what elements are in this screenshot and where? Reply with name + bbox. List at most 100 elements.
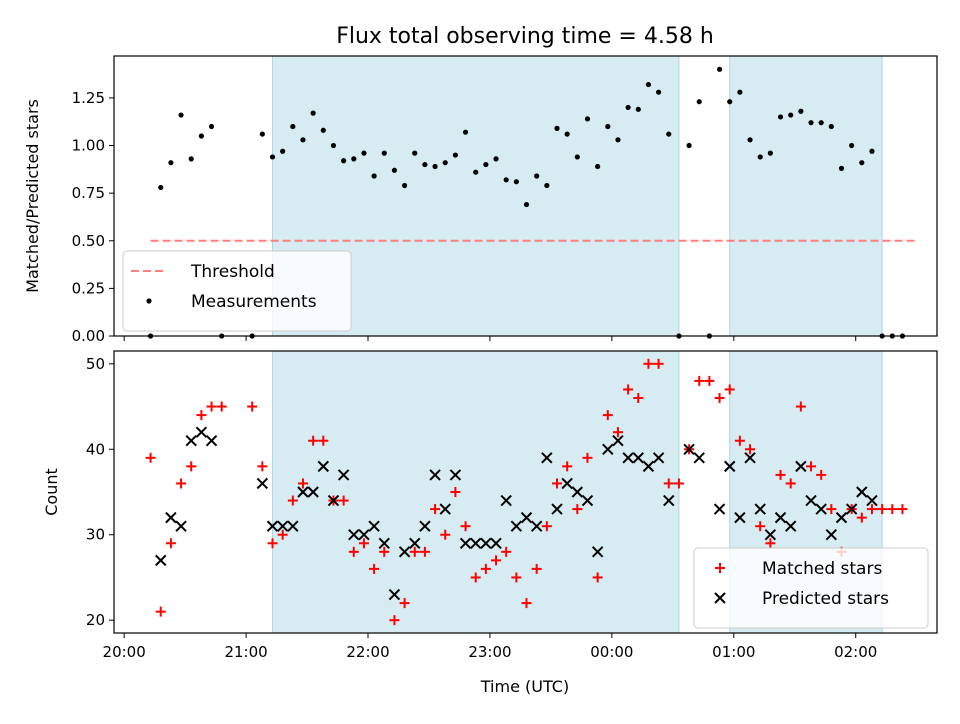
predicted-point [155, 554, 167, 567]
matched-point [816, 469, 827, 480]
predicted-point-stroke [337, 469, 350, 481]
predicted-point-stroke [764, 529, 777, 541]
predicted-point [845, 503, 858, 515]
measurement-point [686, 142, 692, 149]
legend-handle-dot [146, 298, 152, 304]
predicted-point-stroke [835, 511, 848, 524]
predicted-point-stroke [663, 494, 675, 507]
matched-point [541, 521, 552, 532]
x-tick-label: 20:00 [103, 643, 146, 661]
predicted-point [175, 520, 187, 532]
matched-point [826, 504, 837, 515]
ratio-x-ticks [123, 336, 857, 341]
predicted-point-stroke [845, 503, 858, 515]
predicted-point [652, 452, 665, 464]
measurement-point [198, 133, 204, 139]
predicted-point [317, 460, 330, 473]
matched-point [196, 410, 207, 421]
measurement-point [178, 112, 184, 118]
predicted-point [581, 494, 594, 507]
matched-point [592, 572, 603, 583]
ratio-series [147, 66, 917, 339]
matched-point [551, 478, 562, 489]
predicted-point [795, 460, 807, 473]
predicted-point-stroke [581, 494, 594, 507]
measurement-point [716, 66, 723, 72]
predicted-point-stroke [287, 520, 299, 532]
measurement-point [808, 120, 814, 126]
matched-point [724, 384, 735, 395]
matched-point [511, 572, 522, 583]
count-axes-frame [113, 350, 938, 634]
ratio-shaded-intervals [272, 55, 883, 337]
measurement-point [473, 169, 479, 175]
predicted-point-stroke [470, 537, 482, 549]
predicted-point [551, 503, 563, 515]
matched-point [643, 358, 654, 369]
predicted-point-stroke [795, 460, 807, 473]
matched-point [856, 512, 867, 523]
matched-point [267, 538, 278, 549]
matched-point [297, 478, 308, 489]
measurement-point [280, 148, 286, 154]
matched-point [216, 401, 227, 412]
measurement-point [310, 110, 316, 116]
matched-point [795, 401, 806, 412]
predicted-point-stroke [652, 452, 665, 464]
measurement-point [168, 160, 174, 166]
predicted-point-stroke [378, 537, 390, 549]
measurement-point [259, 131, 265, 137]
predicted-point [591, 546, 604, 558]
legend-handle-plus [715, 563, 725, 573]
predicted-point [287, 520, 299, 532]
predicted-point-stroke [825, 529, 838, 541]
predicted-point [398, 546, 411, 558]
predicted-point [571, 486, 584, 498]
predicted-point [561, 477, 573, 490]
measurement-point [452, 152, 458, 158]
y-tick-label: 20 [86, 611, 105, 629]
matched-point [247, 401, 258, 412]
measurement-point [635, 106, 641, 112]
predicted-point [612, 435, 624, 447]
predicted-point [337, 469, 350, 481]
measurement-point [605, 123, 611, 130]
matched-point [186, 461, 197, 472]
measurement-point [666, 131, 672, 137]
predicted-point [856, 486, 868, 498]
x-tick-label: 02:00 [834, 643, 877, 661]
predicted-point [632, 452, 644, 464]
measurement-point [493, 156, 499, 162]
predicted-point-stroke [642, 460, 655, 473]
measurement-point [290, 123, 296, 130]
predicted-point-stroke [195, 426, 208, 438]
predicted-point-stroke [490, 537, 502, 549]
measurement-point [777, 114, 784, 120]
y-tick-label: 1.00 [72, 137, 105, 155]
predicted-point [734, 511, 746, 524]
matched-point [155, 606, 166, 617]
count-y-ticks: 20 30 40 50 [86, 355, 114, 629]
measurement-point [625, 104, 631, 111]
predicted-point [358, 529, 370, 541]
measurement-point [757, 154, 763, 160]
predicted-point [297, 486, 309, 498]
measurement-point [300, 137, 306, 143]
measurement-point [401, 182, 408, 189]
predicted-point [388, 588, 401, 601]
measurement-point [818, 120, 824, 126]
matched-point [582, 452, 593, 463]
predicted-point [470, 537, 482, 549]
predicted-point [500, 494, 512, 507]
predicted-point [774, 511, 787, 524]
matched-point [602, 410, 613, 421]
matched-point [562, 461, 573, 472]
measurement-point [554, 125, 560, 131]
predicted-point-stroke [358, 529, 370, 541]
count-y-axis-label: Count [42, 468, 61, 516]
predicted-point [307, 486, 319, 498]
predicted-point [378, 537, 390, 549]
matched-point [745, 444, 756, 455]
predicted-point-stroke [419, 520, 431, 532]
predicted-point [256, 477, 269, 490]
